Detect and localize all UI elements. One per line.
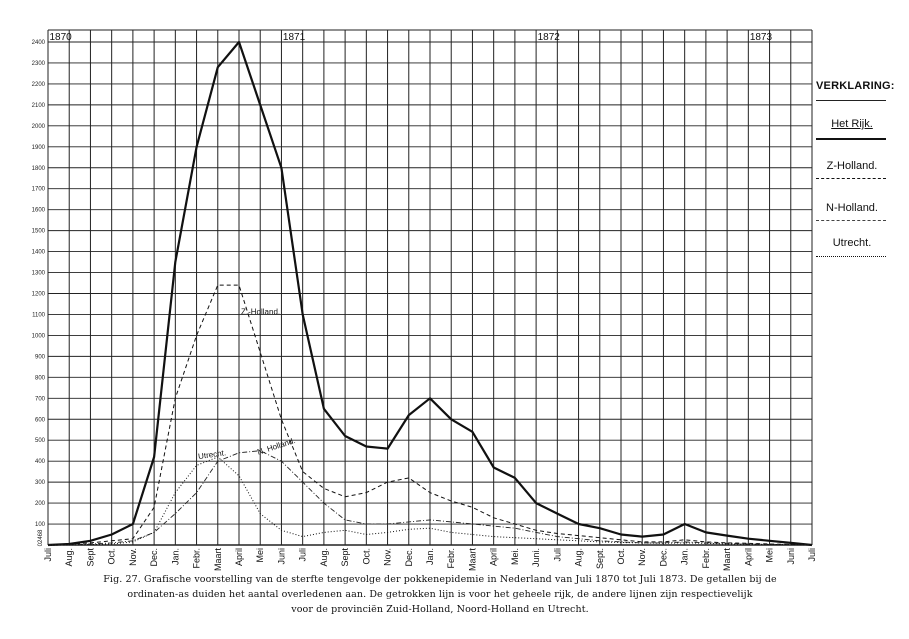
x-tick-label: April [234, 548, 244, 566]
y-tick-label: 500 [35, 438, 46, 444]
annotation-zholland: Z.-Holland. [241, 307, 280, 316]
caption-line-3: voor de provinciën Zuid-Holland, Noord-H… [291, 604, 589, 615]
y-tick-label: 1400 [32, 250, 46, 256]
series-line-hetrijk [47, 40, 813, 547]
x-tick-label: Juni [786, 548, 796, 565]
y-tick-label: 1700 [32, 187, 46, 193]
year-labels: 1870 1871 1872 1873 [49, 32, 772, 43]
x-tick-label: Juni [276, 548, 286, 565]
legend-item-nholland: N-Holland. [826, 202, 878, 214]
year-label: 1870 [49, 32, 72, 43]
x-tick-label: Aug. [319, 548, 329, 567]
y-tick-label: 1000 [32, 333, 46, 339]
legend-swatch-nholland [816, 220, 886, 221]
x-tick-label: Aug. [64, 548, 74, 567]
y-tick-label: 1900 [32, 145, 46, 151]
legend-title: VERKLARING: [816, 80, 895, 92]
x-tick-label: Maart [213, 548, 223, 572]
y-tick-label: 2200 [32, 82, 46, 88]
x-tick-label: Febr. [701, 548, 711, 569]
y-tick-labels: 2400 2300 2200 2100 2000 1900 1800 1700 1600 1500… [32, 40, 46, 546]
x-tick-label: Jan. [170, 548, 180, 565]
y-tick-label: 1800 [32, 166, 46, 172]
x-tick-label: Juli [43, 548, 53, 562]
y-axis-note: 02468 [38, 529, 44, 546]
x-tick-label: Oct. [361, 548, 371, 565]
y-tick-label: 100 [35, 522, 46, 528]
series-lines [47, 40, 813, 547]
x-tick-label: Mei. [510, 548, 520, 565]
y-tick-label: 2300 [32, 61, 46, 67]
series-line-zholland [47, 284, 813, 546]
series-line-utrecht [48, 456, 813, 546]
x-tick-label: Oct. [107, 548, 117, 565]
x-tick-label: Nov. [637, 548, 647, 566]
x-tick-label: Sept [85, 548, 95, 567]
y-tick-label: 900 [35, 354, 46, 360]
annotation-utrecht: Utrecht. [198, 448, 227, 461]
x-tick-label: Juli [298, 548, 308, 562]
y-tick-label: 1500 [32, 229, 46, 235]
x-tick-label: Juli [552, 548, 562, 562]
grid [47, 29, 813, 546]
x-tick-label: Juli [807, 548, 817, 562]
legend-swatch-rijk [816, 138, 886, 140]
x-tick-label: Dec. [658, 548, 668, 567]
x-tick-label: Nov. [128, 548, 138, 566]
y-tick-label: 700 [35, 396, 46, 402]
series-line-nholland [48, 450, 813, 546]
y-tick-label: 2000 [32, 124, 46, 130]
x-tick-label: Maart [467, 548, 477, 572]
legend-item-rijk: Het Rijk. [831, 118, 873, 130]
y-tick-label: 1100 [32, 312, 46, 318]
legend-swatch-utrecht [816, 256, 886, 257]
y-tick-label: 600 [35, 417, 46, 423]
caption-line-2: ordinaten-as duiden het aantal overleden… [127, 589, 753, 600]
x-tick-label: Dec. [149, 548, 159, 567]
x-tick-labels: Juli Aug. Sept Oct. Nov. Dec. Jan. Febr. Maart Ap… [43, 548, 817, 572]
y-tick-label: 200 [35, 501, 46, 507]
legend-swatch-zholland [816, 178, 886, 179]
x-tick-label: Jan. [680, 548, 690, 565]
year-label: 1873 [750, 32, 773, 43]
x-tick-label: Febr. [446, 548, 456, 569]
x-tick-label: Mei [765, 548, 775, 563]
year-label: 1872 [538, 32, 561, 43]
y-tick-label: 800 [35, 375, 46, 381]
y-tick-label: 2100 [32, 103, 46, 109]
legend-item-utrecht: Utrecht. [832, 237, 872, 249]
x-tick-label: April [489, 548, 499, 566]
x-tick-label: April [743, 548, 753, 566]
x-tick-label: Sept. [595, 548, 605, 569]
y-tick-label: 1200 [32, 292, 46, 298]
legend-rule-top [816, 100, 886, 101]
caption-line-1: Fig. 27. Grafische voorstelling van de s… [103, 574, 777, 585]
y-tick-label: 1300 [32, 271, 46, 277]
annotation-nholland: N. Holland. [256, 436, 296, 457]
x-tick-label: Dec. [404, 548, 414, 567]
x-tick-label: Mei [255, 548, 265, 563]
y-tick-label: 300 [35, 480, 46, 486]
x-tick-label: Oct. [616, 548, 626, 565]
x-tick-label: Nov. [383, 548, 393, 566]
x-tick-label: Juni. [531, 548, 541, 567]
y-tick-label: 400 [35, 459, 46, 465]
x-tick-label: Febr. [192, 548, 202, 569]
x-tick-label: Maart [722, 548, 732, 572]
y-tick-label: 1600 [32, 208, 46, 214]
x-tick-label: Jan. [425, 548, 435, 565]
y-tick-label: 2400 [32, 40, 46, 46]
legend-item-zholland: Z-Holland. [826, 160, 878, 172]
year-label: 1871 [283, 32, 306, 43]
x-tick-label: Sept [340, 548, 350, 567]
x-tick-label: Aug. [574, 548, 584, 567]
